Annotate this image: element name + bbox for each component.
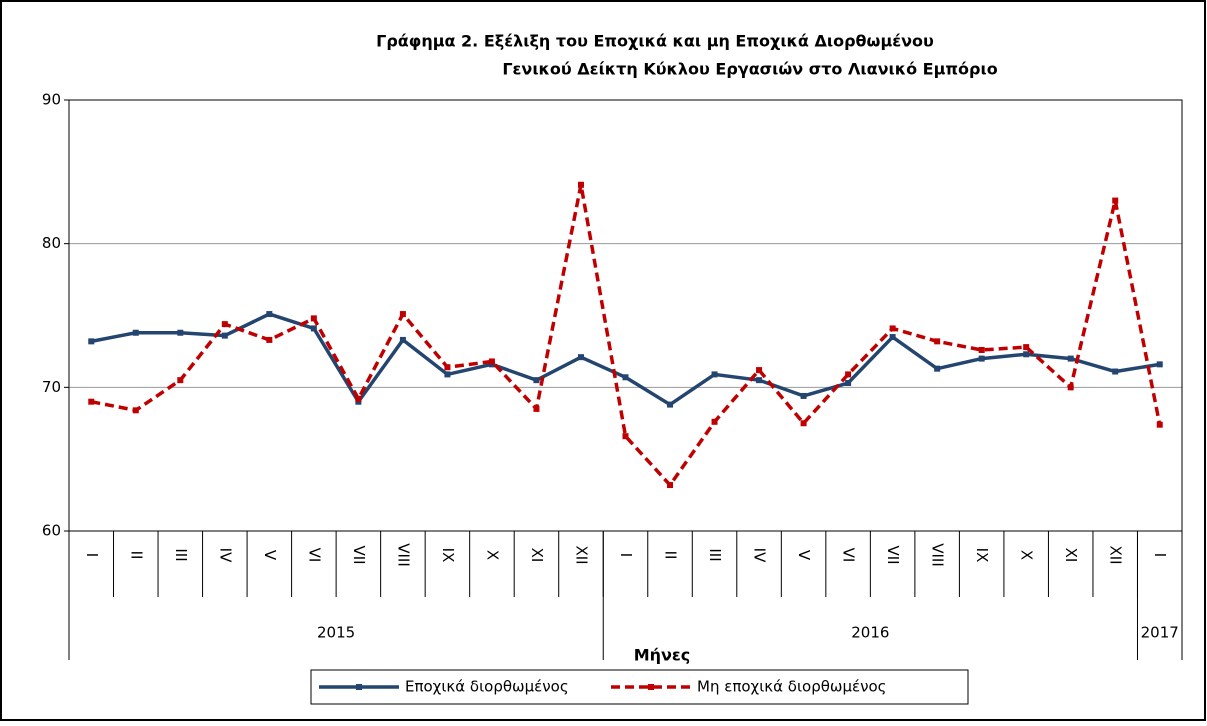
point-marker [1112, 368, 1119, 375]
x-tick-label: I [83, 553, 101, 557]
point-marker [978, 355, 985, 362]
x-tick-label: I [1151, 553, 1169, 557]
group-label: 2015 [317, 624, 355, 642]
point-marker [756, 377, 763, 384]
point-marker [577, 354, 584, 361]
point-marker [889, 325, 896, 332]
point-marker [221, 321, 228, 328]
x-tick-label: VII [350, 545, 368, 564]
point-marker [577, 181, 584, 188]
point-marker [177, 377, 184, 384]
y-tick-label: 60 [42, 522, 61, 540]
legend-label: Μη εποχικά διορθωμένος [697, 678, 886, 696]
x-tick-label: IX [973, 548, 991, 563]
point-marker [177, 329, 184, 336]
y-tick-label: 90 [42, 91, 61, 109]
point-marker [1067, 384, 1074, 391]
point-marker [756, 367, 763, 374]
x-tick-label: II [127, 551, 145, 560]
chart-title: Γενικού Δείκτη Κύκλου Εργασιών στο Λιανι… [502, 60, 997, 79]
point-marker [934, 338, 941, 345]
x-tick-label: XII [572, 545, 590, 564]
group-label: 2016 [851, 624, 889, 642]
x-tick-label: III [172, 548, 190, 561]
legend-marker [356, 684, 362, 690]
x-tick-label: XII [1107, 545, 1125, 564]
x-tick-label: XI [528, 548, 546, 563]
point-marker [889, 334, 896, 341]
x-tick-label: X [483, 550, 501, 560]
x-axis-label: Μήνες [634, 646, 691, 665]
x-tick-label: IV [216, 548, 234, 563]
point-marker [845, 380, 852, 387]
y-tick-label: 80 [42, 234, 61, 252]
point-marker [711, 371, 718, 378]
point-marker [800, 420, 807, 427]
point-marker [1156, 421, 1163, 428]
point-marker [533, 405, 540, 412]
point-marker [978, 346, 985, 353]
point-marker [622, 374, 629, 381]
x-tick-label: V [261, 550, 279, 561]
x-tick-label: II [662, 551, 680, 560]
point-marker [667, 401, 674, 408]
point-marker [1156, 361, 1163, 368]
x-tick-label: X [1018, 550, 1036, 560]
point-marker [488, 358, 495, 365]
chart-title: Γράφημα 2. Εξέλιξη του Εποχικά και μη Επ… [376, 32, 934, 51]
plot-area [68, 99, 1183, 532]
point-marker [132, 329, 139, 336]
legend-label: Εποχικά διορθωμένος [405, 678, 569, 696]
x-tick-label: IX [439, 548, 457, 563]
point-marker [266, 336, 273, 343]
x-tick-label: III [706, 548, 724, 561]
group-label: 2017 [1141, 624, 1179, 642]
x-tick-label: VI [840, 548, 858, 563]
point-marker [1067, 355, 1074, 362]
x-tick-label: VI [305, 548, 323, 563]
point-marker [355, 395, 362, 402]
x-tick-label: V [795, 550, 813, 561]
point-marker [310, 315, 317, 322]
point-marker [800, 392, 807, 399]
y-tick-label: 70 [42, 378, 61, 396]
point-marker [444, 371, 451, 378]
point-marker [266, 311, 273, 318]
point-marker [399, 336, 406, 343]
point-marker [1023, 344, 1030, 351]
point-marker [1023, 351, 1030, 358]
point-marker [934, 365, 941, 372]
point-marker [88, 338, 95, 345]
x-tick-label: XI [1062, 548, 1080, 563]
point-marker [88, 398, 95, 405]
x-tick-label: IV [751, 548, 769, 563]
x-tick-label: VIII [394, 543, 412, 567]
point-marker [221, 332, 228, 339]
x-tick-label: VIII [929, 543, 947, 567]
x-tick-label: I [617, 553, 635, 557]
point-marker [310, 325, 317, 332]
point-marker [1112, 197, 1119, 204]
point-marker [845, 371, 852, 378]
legend-marker [648, 684, 654, 690]
point-marker [533, 377, 540, 384]
point-marker [444, 364, 451, 371]
point-marker [399, 311, 406, 318]
point-marker [667, 482, 674, 489]
x-tick-label: VII [884, 545, 902, 564]
point-marker [711, 418, 718, 425]
point-marker [132, 407, 139, 414]
point-marker [622, 433, 629, 440]
